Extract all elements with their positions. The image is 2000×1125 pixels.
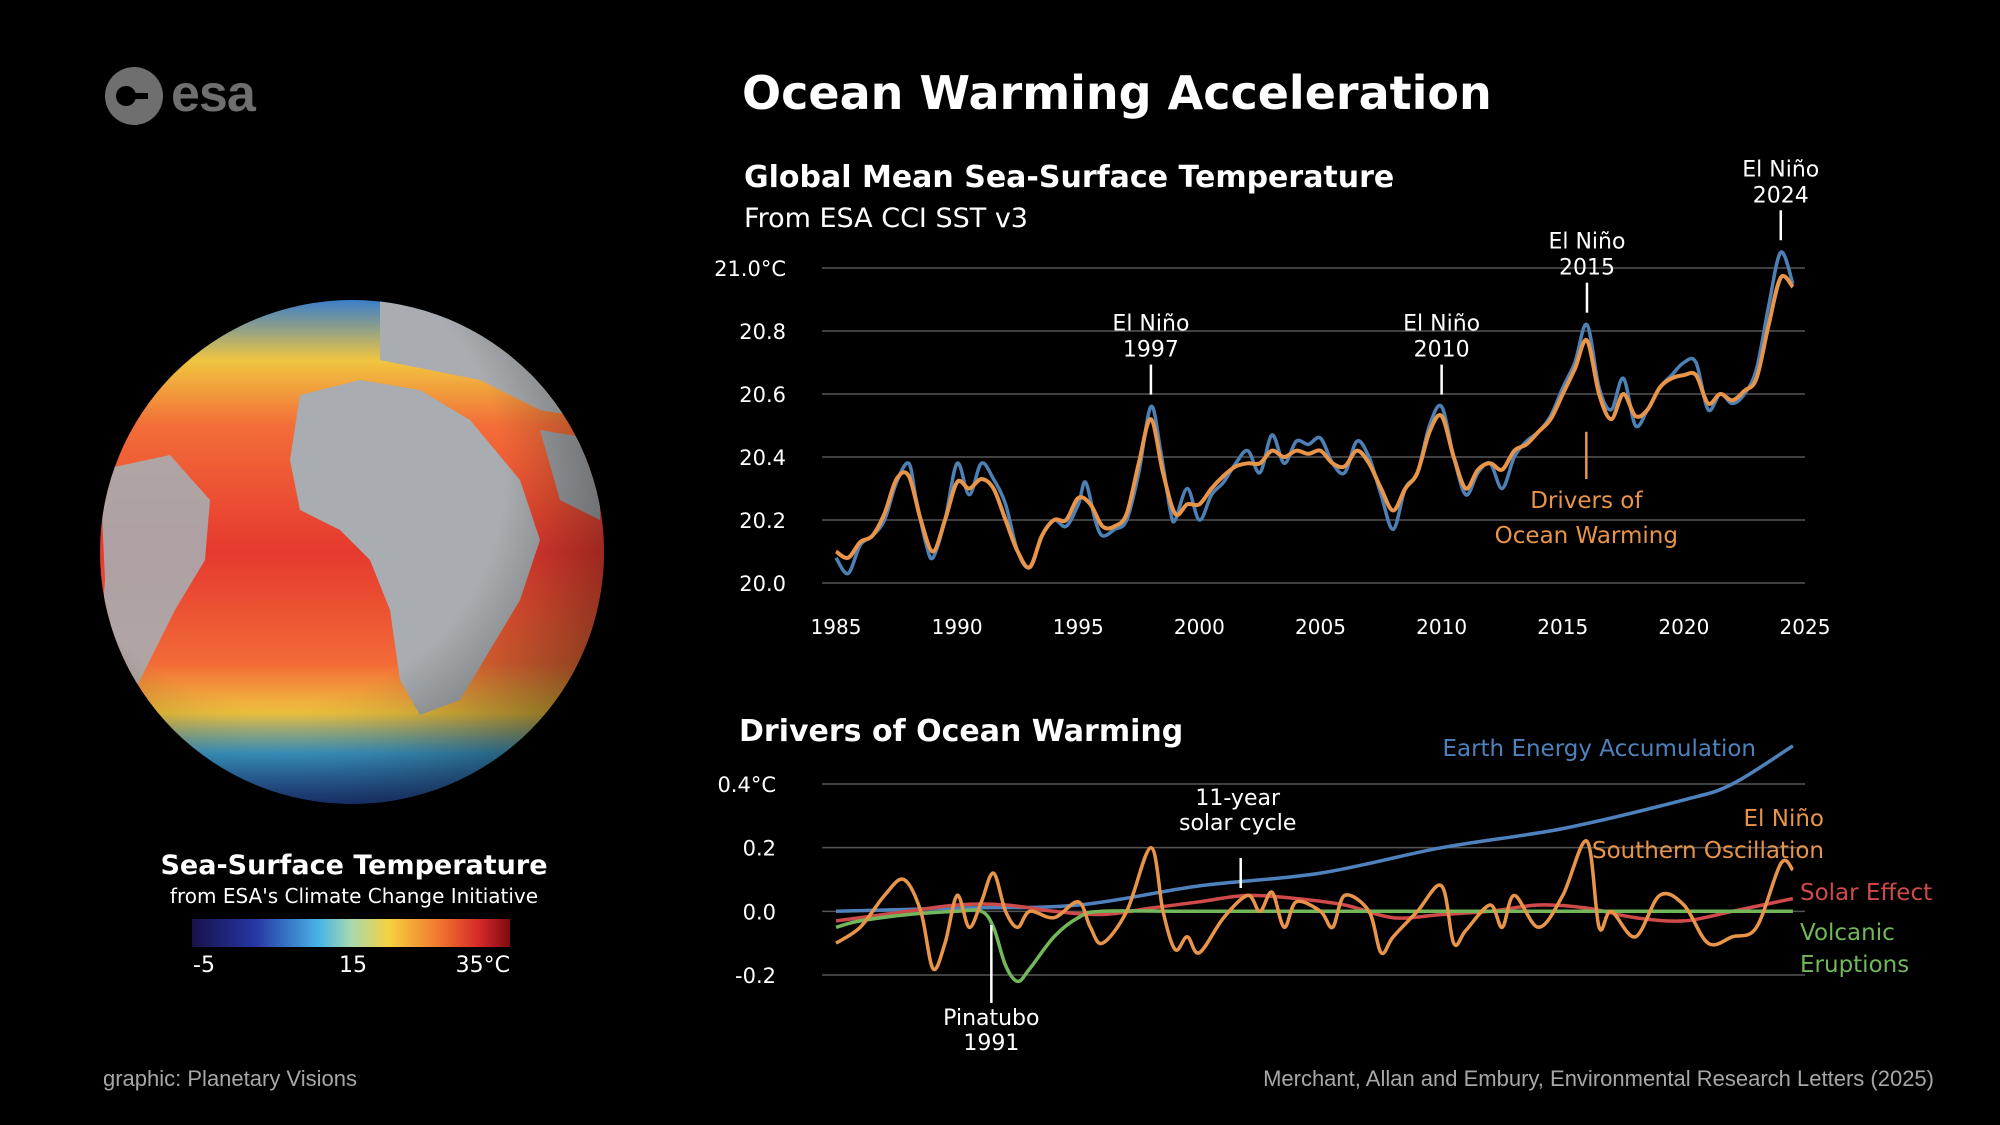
drivers-y-tick-labels: -0.2 0.0 0.2 0.4°C [717, 773, 776, 988]
el-nino-label: El Niño [1548, 230, 1625, 255]
driver-series-label: Southern Oscillation [1592, 838, 1824, 864]
drivers-chart: -0.2 0.0 0.2 0.4°C Earth Energy Accumulatio… [717, 736, 1932, 1056]
drivers-series-labels: Earth Energy Accumulation El Niño Southern… [1442, 736, 1932, 978]
driver-series-line [835, 893, 1794, 923]
sst-x-tick-labels: 1985 1990 1995 2000 2005 2010 2015 2020 2025 [811, 615, 1831, 639]
sst-x-tick-label: 1995 [1053, 615, 1104, 639]
drivers-y-tick-label: 0.2 [743, 837, 776, 861]
sst-x-tick-label: 2015 [1537, 615, 1588, 639]
sst-y-tick-label: 20.2 [739, 509, 786, 533]
drivers-y-tick-label: -0.2 [735, 964, 776, 988]
sst-y-tick-label: 20.4 [739, 446, 786, 470]
colorbar-tick-label: -5 [193, 953, 215, 978]
colorbar-tick-label: 15 [339, 953, 367, 978]
sst-x-tick-label: 2000 [1174, 615, 1225, 639]
driver-series-label: Earth Energy Accumulation [1442, 736, 1756, 762]
sst-chart-subtitle: From ESA CCI SST v3 [744, 203, 1028, 234]
esa-logo: esa [103, 64, 256, 124]
page-title: Ocean Warming Acceleration [742, 66, 1492, 120]
pinatubo-label: Pinatubo [943, 1006, 1039, 1031]
driver-series-line [835, 744, 1794, 914]
driver-series-line [835, 908, 1793, 984]
globe-legend-title: Sea-Surface Temperature [160, 850, 548, 881]
el-nino-year-label: 2024 [1753, 183, 1809, 208]
sst-observed-line [834, 250, 1795, 576]
sst-y-tick-label: 20.6 [739, 383, 786, 407]
sst-y-tick-label: 21.0°C [714, 257, 786, 281]
globe-legend-subtitle: from ESA's Climate Change Initiative [169, 884, 539, 908]
driver-series-label: Eruptions [1800, 952, 1909, 978]
colorbar-tick-label: 35°C [456, 953, 510, 978]
el-nino-year-label: 2015 [1559, 256, 1615, 281]
source-credit: Merchant, Allan and Embury, Environmenta… [1263, 1066, 1934, 1091]
sst-x-tick-label: 1985 [811, 615, 862, 639]
el-nino-label: El Niño [1742, 157, 1819, 182]
el-nino-year-label: 2010 [1414, 338, 1470, 363]
sst-x-tick-label: 2020 [1658, 615, 1709, 639]
colorbar-ticks: -5 15 35°C [193, 953, 510, 978]
esa-logo-mark [105, 67, 163, 125]
sst-chart: 20.0 20.2 20.4 20.6 20.8 21.0°C 1985 1990 1995 2… [714, 157, 1830, 639]
sst-drivers-line [834, 274, 1795, 570]
drivers-label-line2: Ocean Warming [1495, 523, 1678, 549]
driver-series-label: Solar Effect [1800, 880, 1932, 906]
el-nino-label: El Niño [1112, 312, 1189, 337]
globe-image [100, 300, 604, 804]
sst-x-tick-label: 1990 [932, 615, 983, 639]
sst-x-tick-label: 2010 [1416, 615, 1467, 639]
drivers-y-tick-label: 0.4°C [717, 773, 776, 797]
sst-colorbar [192, 919, 510, 947]
sst-y-tick-label: 20.0 [739, 572, 786, 596]
sst-gridlines [822, 267, 1805, 584]
graphic-credit: graphic: Planetary Visions [103, 1066, 357, 1091]
driver-series-line [835, 839, 1795, 972]
drivers-gridlines [822, 783, 1805, 976]
drivers-series-lines [835, 744, 1795, 984]
pinatubo-year-label: 1991 [963, 1031, 1019, 1056]
solar-cycle-label: 11-year [1195, 786, 1281, 811]
driver-series-label: Volcanic [1800, 920, 1895, 946]
sst-series-lines [834, 250, 1795, 576]
sst-y-tick-label: 20.8 [739, 320, 786, 344]
el-nino-label: El Niño [1403, 312, 1480, 337]
sst-x-tick-label: 2005 [1295, 615, 1346, 639]
solar-cycle-label-2: solar cycle [1179, 811, 1296, 836]
drivers-chart-title: Drivers of Ocean Warming [739, 714, 1184, 749]
sst-y-tick-labels: 20.0 20.2 20.4 20.6 20.8 21.0°C [714, 257, 786, 596]
esa-logo-text: esa [171, 65, 256, 123]
drivers-y-tick-label: 0.0 [743, 900, 776, 924]
sst-x-tick-label: 2025 [1780, 615, 1831, 639]
sst-chart-title: Global Mean Sea-Surface Temperature [744, 160, 1395, 195]
el-nino-year-label: 1997 [1123, 338, 1179, 363]
drivers-label-line1: Drivers of [1530, 488, 1643, 514]
driver-series-label: El Niño [1744, 806, 1824, 832]
